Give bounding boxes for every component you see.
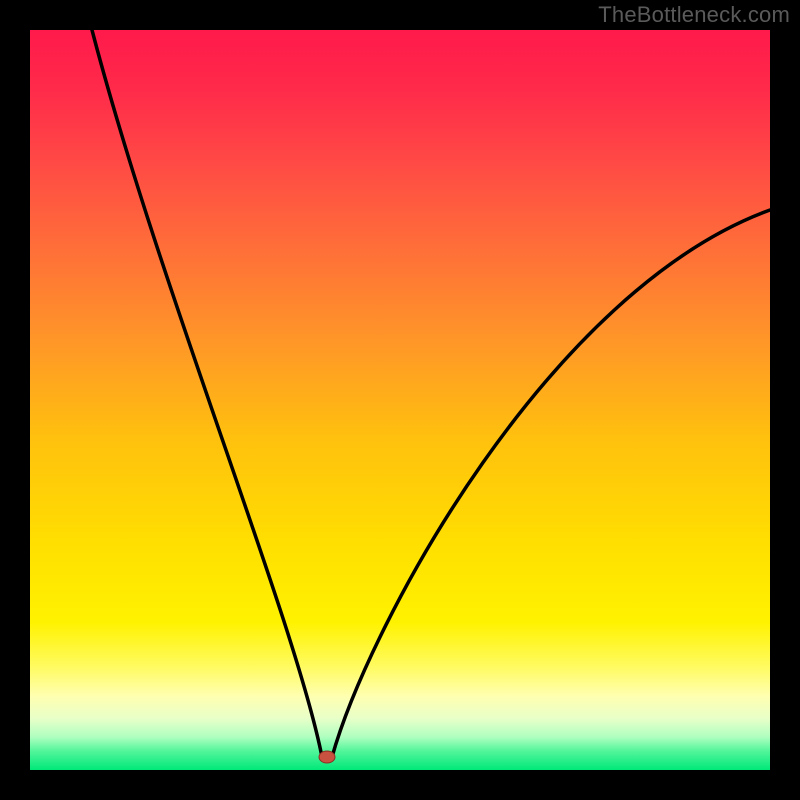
watermark-text: TheBottleneck.com (598, 2, 790, 28)
plot-area (30, 30, 770, 770)
chart-container: TheBottleneck.com (0, 0, 800, 800)
bottleneck-chart (0, 0, 800, 800)
minimum-marker (319, 751, 335, 763)
plot-background-gradient (30, 30, 770, 770)
